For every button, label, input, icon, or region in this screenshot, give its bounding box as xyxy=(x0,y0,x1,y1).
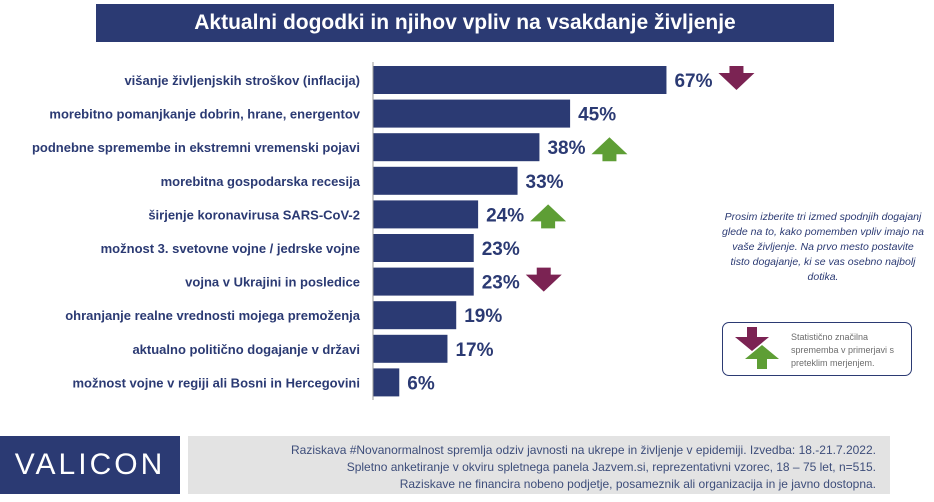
logo-text: VALICON xyxy=(14,448,166,481)
bar xyxy=(373,368,400,397)
bar xyxy=(373,166,518,195)
category-label: vojna v Ukrajini in posledice xyxy=(185,275,360,290)
value-label: 45% xyxy=(578,105,616,126)
arrow-down-icon xyxy=(718,66,755,90)
bar xyxy=(373,267,474,296)
category-label: morebitno pomanjkanje dobrin, hrane, ene… xyxy=(49,107,360,122)
bar xyxy=(373,133,540,162)
category-label: možnost 3. svetovne vojne / jedrske vojn… xyxy=(101,241,360,256)
question-note: Prosim izberite tri izmed spodnjih dogaj… xyxy=(722,211,924,283)
category-label: podnebne spremembe in ekstremni vremensk… xyxy=(32,140,360,155)
value-label: 23% xyxy=(482,273,520,294)
valicon-logo: VALICON xyxy=(0,436,180,494)
legend-box: Statistično značilna sprememba v primerj… xyxy=(722,322,912,376)
chart-title: Aktualni dogodki in njihov vpliv na vsak… xyxy=(194,11,736,34)
footer-note: Raziskava #Novanormalnost spremlja odziv… xyxy=(188,436,890,494)
arrow-up-icon xyxy=(530,204,567,229)
arrow-up-icon xyxy=(591,137,628,162)
bar xyxy=(373,234,474,262)
value-label: 67% xyxy=(674,71,712,92)
bar-chart: višanje življenjskih stroškov (inflacija… xyxy=(32,62,755,400)
category-label: možnost vojne v regiji ali Bosni in Herc… xyxy=(72,375,360,390)
category-label: širjenje koronavirusa SARS-CoV-2 xyxy=(148,207,360,222)
value-label: 23% xyxy=(482,239,520,260)
bar xyxy=(373,200,479,229)
footer-line-3: Raziskave ne financira nobeno podjetje, … xyxy=(399,477,876,491)
footer-line-1: Raziskava #Novanormalnost spremlja odziv… xyxy=(291,443,876,457)
category-label: ohranjanje realne vrednosti mojega premo… xyxy=(65,308,361,323)
value-label: 38% xyxy=(547,138,585,159)
category-label: višanje življenjskih stroškov (inflacija… xyxy=(124,73,360,88)
value-label: 33% xyxy=(526,172,564,193)
value-label: 6% xyxy=(407,373,435,394)
bar xyxy=(373,99,571,128)
footer-line-2: Spletno anketiranje v okviru spletnega p… xyxy=(346,460,876,474)
category-label: aktualno politično dogajanje v državi xyxy=(132,342,360,357)
change-arrows-icon xyxy=(735,327,779,369)
bar xyxy=(373,334,448,363)
value-label: 24% xyxy=(486,205,524,226)
category-label: morebitna gospodarska recesija xyxy=(161,174,361,189)
bar xyxy=(373,66,667,94)
legend-text: Statistično značilna sprememba v primerj… xyxy=(791,332,895,368)
bar xyxy=(373,301,457,330)
value-label: 19% xyxy=(464,306,502,327)
value-label: 17% xyxy=(455,340,493,361)
chart-title-bar: Aktualni dogodki in njihov vpliv na vsak… xyxy=(96,4,834,42)
arrow-down-icon xyxy=(525,267,562,292)
